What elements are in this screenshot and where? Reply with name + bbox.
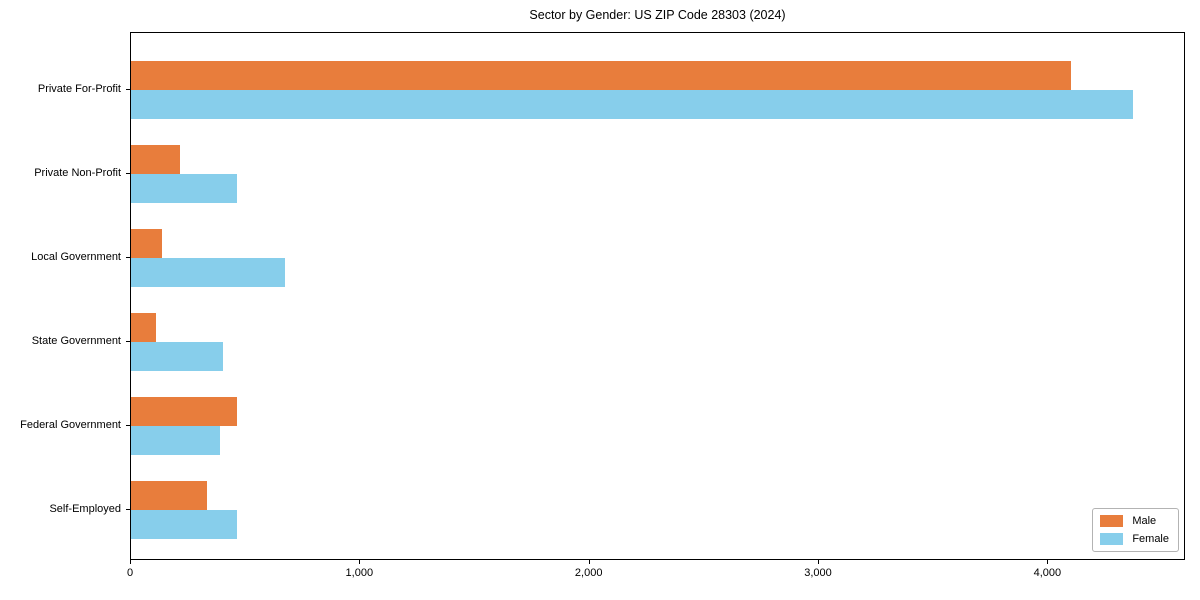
xtick-mark-1 (359, 560, 361, 564)
legend-entry-female: Female (1100, 533, 1169, 545)
legend-label-male: Male (1132, 515, 1157, 527)
xtick-mark-2 (588, 560, 590, 564)
bar-female-1 (131, 174, 237, 203)
bar-female-2 (131, 258, 285, 287)
ytick-label-1: Private Non-Profit (34, 167, 121, 179)
xtick-mark-0 (130, 560, 131, 564)
ytick-label-0: Private For-Profit (37, 83, 121, 95)
legend: Male Female (1092, 508, 1179, 552)
plot-area: Male Female (130, 32, 1185, 560)
ytick-mark-4 (126, 425, 130, 426)
xtick-label-1: 1,000 (345, 567, 374, 579)
bar-male-0 (131, 61, 1072, 90)
xtick-label-0: 0 (126, 567, 134, 579)
legend-swatch-male (1100, 515, 1124, 527)
xtick-label-4: 4,000 (1033, 567, 1062, 579)
chart-title: Sector by Gender: US ZIP Code 28303 (202… (529, 8, 786, 22)
bar-male-1 (131, 145, 181, 174)
legend-swatch-female (1100, 533, 1124, 545)
ytick-label-5: Self-Employed (49, 503, 121, 515)
ytick-label-3: State Government (31, 335, 121, 347)
ytick-mark-0 (126, 89, 130, 90)
ytick-label-4: Federal Government (20, 419, 121, 431)
bar-female-0 (131, 90, 1134, 119)
ytick-mark-1 (126, 173, 130, 174)
ytick-mark-2 (126, 257, 130, 258)
bar-female-3 (131, 342, 223, 371)
legend-entry-male: Male (1100, 515, 1169, 527)
bar-male-2 (131, 229, 162, 258)
bar-male-4 (131, 397, 237, 426)
bar-male-5 (131, 481, 207, 510)
bar-male-3 (131, 313, 157, 342)
ytick-mark-3 (126, 341, 130, 342)
bar-female-4 (131, 426, 221, 455)
legend-label-female: Female (1132, 533, 1169, 545)
xtick-label-3: 3,000 (804, 567, 832, 579)
xtick-label-2: 2,000 (574, 567, 603, 579)
xtick-mark-4 (1047, 560, 1049, 564)
ytick-mark-5 (126, 509, 130, 510)
bar-female-5 (131, 510, 237, 539)
xtick-mark-3 (818, 560, 819, 564)
ytick-label-2: Local Government (31, 251, 121, 263)
